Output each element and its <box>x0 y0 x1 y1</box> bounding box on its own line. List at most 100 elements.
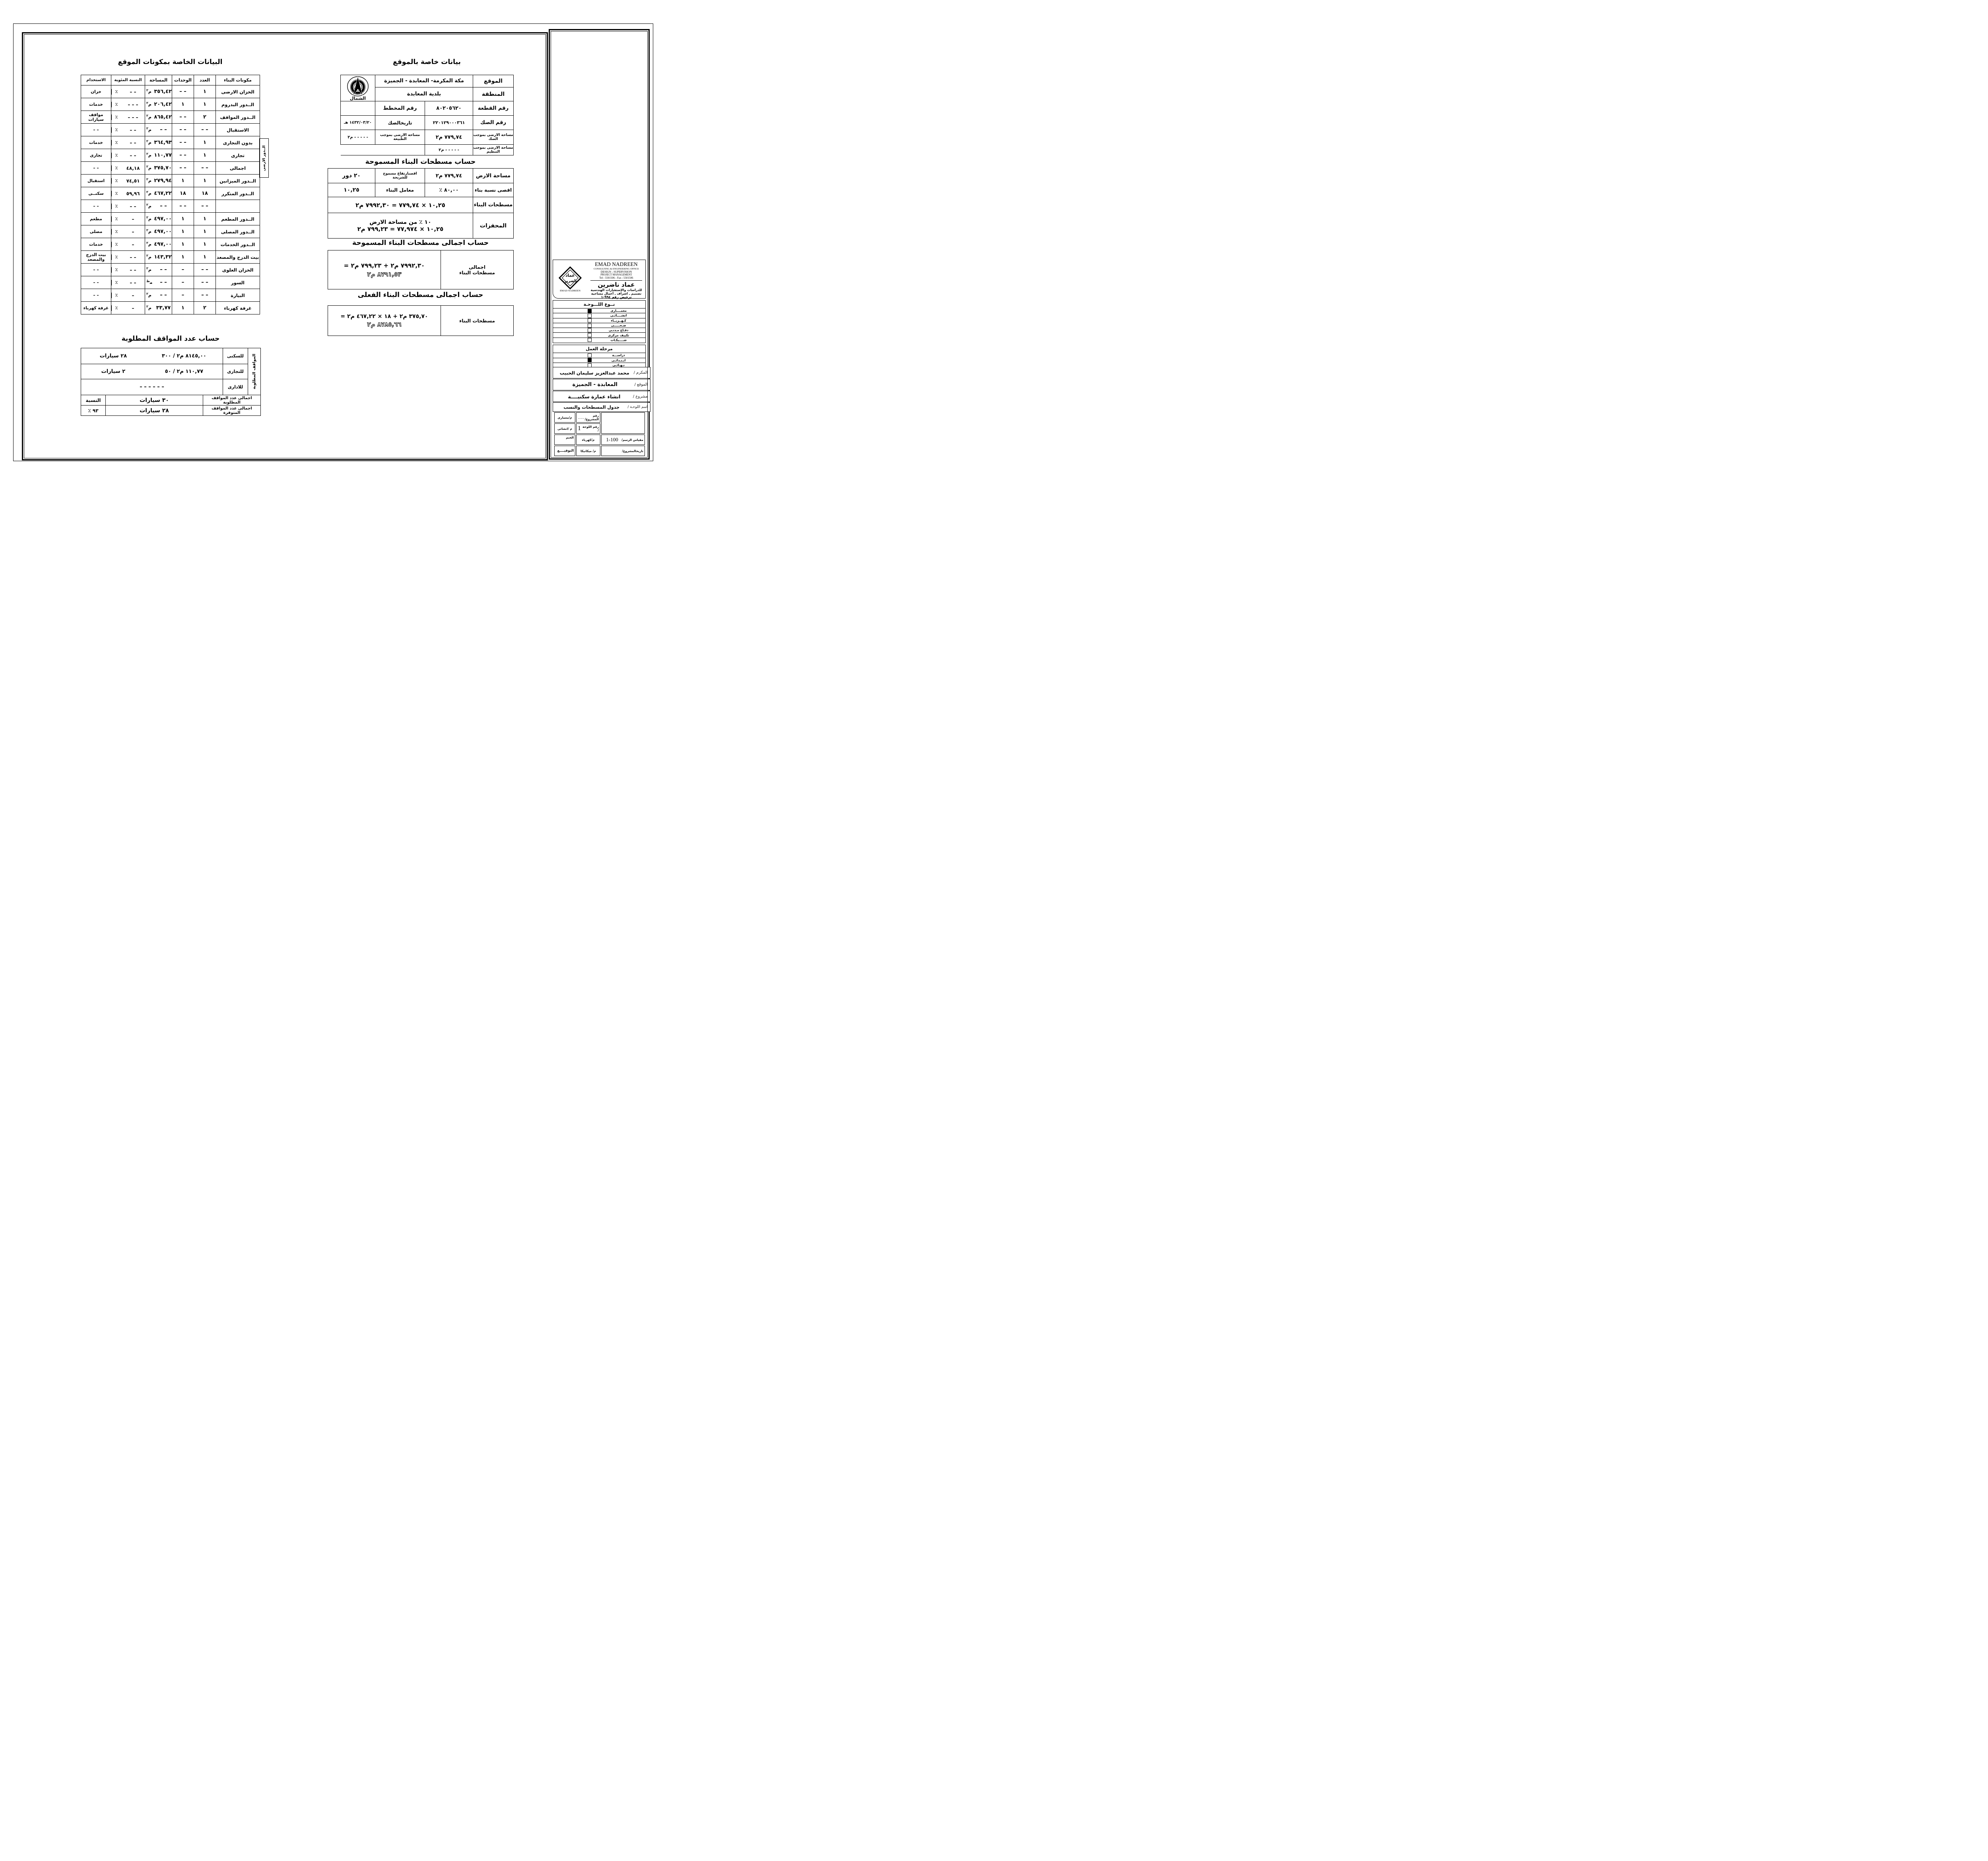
eng-mech-cell: م/ ميكانيكا <box>576 446 600 456</box>
svg-text:عماد: عماد <box>565 273 575 278</box>
sheet-type-option: انشــــائـى <box>553 313 645 318</box>
component-row: الــدور المطعم ١ ١ ٤٩٧,٠٠ م٢ – ٪ مطعم <box>81 212 260 225</box>
component-count: ٢ <box>194 111 216 124</box>
scale-cell: مقياس الرسم/ 1-100 <box>601 435 645 445</box>
incentives-line1: ١٠ ٪ من مساحة الارض <box>369 219 431 225</box>
component-row: البيارة – – – – – م٢ – ٪ – – <box>81 289 260 302</box>
component-name <box>215 200 260 213</box>
component-name: البيارة <box>215 289 260 302</box>
build-areas-equation: ١٠,٢٥ × ٧٧٩,٧٤ = ٧٩٩٢,٣٠ م٢ <box>355 201 445 209</box>
component-name: بدون التجارى <box>215 136 260 149</box>
land-area-plan-value: - - - - - م٢ <box>425 144 474 155</box>
component-count: ١٨ <box>194 187 216 200</box>
checkbox-icon <box>588 309 592 313</box>
parking-required-value: ٣٠ سيارات <box>105 395 203 406</box>
component-row: تجارى ١ – – ١١٠,٧٧ م٢ – – ٪ تجارى <box>81 149 260 162</box>
plot-number-value: ٨٠٢٠٥٦٢٠ <box>425 101 474 116</box>
parking-side-label-cell: المواقف المطلوبة <box>248 348 261 395</box>
checkbox-icon <box>588 353 592 357</box>
client-name: محمد عبدالعزيز سليمان الحبيب <box>559 370 629 376</box>
component-area: ٣٥٦,٤٢ م٢ <box>146 88 172 95</box>
component-units: ١ <box>172 250 194 264</box>
parking-ratio-header: النسبة <box>81 395 106 406</box>
component-percent: – – ٪ <box>111 267 145 273</box>
work-stage-option: دراســـة <box>553 353 645 358</box>
firm-box: عماد ناضرين EMAD NADREEN EMAD NADREEN CO… <box>553 260 646 299</box>
component-name: الخزان العلوى <box>215 263 260 276</box>
land-area-deed-label: مساحة الارضى بموجب الصك <box>473 130 514 145</box>
component-use: مصلى <box>81 225 111 238</box>
total-allowed-eq: ٧٩٩٢,٣٠ م٢ + ٧٩٩,٢٣ م٢ = <box>344 262 425 269</box>
component-percent: – – ٪ <box>111 254 145 260</box>
checkbox-icon <box>588 358 592 363</box>
component-use: سكنــى <box>81 187 111 200</box>
parking-expr: – – – – – – <box>140 384 164 390</box>
actual-total-sum: ٨٧٨٥,٦٦ م٢ <box>367 320 402 328</box>
parking-totals-table: اجمالى عدد المواقف المطلوبة ٣٠ سيارات ال… <box>81 395 261 416</box>
plan-number-label: رقم المخطط <box>375 101 425 116</box>
component-count: – – <box>194 263 216 276</box>
incentives-line2: ١٠,٢٥ × ٧٧,٩٧٤ = ٧٩٩,٢٣ م٢ <box>357 225 444 233</box>
parking-expr: ٨١٤٥,٠٠ م٢ ‏/ ٣٠٠ <box>161 353 206 359</box>
component-name: الــدور المطعم <box>215 212 260 225</box>
component-percent: – – ٪ <box>111 152 145 158</box>
component-percent: – – ٪ <box>111 279 145 285</box>
logo-caption: EMAD NADREEN <box>560 289 580 292</box>
component-row: الــدور الميزانين ١ ١ ٢٧٩,٩٤ م٢ ٧٤,٥١ ٪ ا… <box>81 174 260 187</box>
deed-number-label: رقم الصك <box>473 115 514 130</box>
component-name: الــدور الخدمات <box>215 238 260 251</box>
component-units: – – <box>172 123 194 136</box>
site-location-value: مكة المكرمة- المعابدة - الجميزة <box>375 75 474 87</box>
component-area: ٤٩٧,٠٠ م٢ <box>146 215 172 222</box>
project-row: مشروع / انشاء عمارة سكنيــــة <box>553 391 650 402</box>
component-row: بيت الدرج والمصعد ١ ١ ١٤٣,٣٢ م٢ – – ٪ بيت… <box>81 250 260 264</box>
component-area: ١١٠,٧٧ م٢ <box>146 152 172 158</box>
stamp-cell: الختم <box>554 435 575 445</box>
land-area-deed-value: ٧٧٩,٧٤ م٢ <box>425 130 474 145</box>
checkbox-icon <box>588 338 592 342</box>
component-count: ١ <box>194 174 216 187</box>
component-units: – – <box>172 111 194 124</box>
north-label: الشمال <box>349 96 366 101</box>
component-use: – – <box>81 161 111 175</box>
firm-line: CONSULTING & ENGINEERING OFFICE <box>594 268 639 270</box>
total-allowed-sum: ٨٧٩١,٥٣ م٢ <box>367 270 402 278</box>
component-name: الخزان الارضى <box>215 85 260 98</box>
location-row: الموقع / المعابدة - الجميزة <box>553 379 650 390</box>
component-percent: – – – ٪ <box>111 114 145 120</box>
component-use: – – <box>81 276 111 289</box>
component-count: ١ <box>194 85 216 98</box>
sheet-type-title: نــوع اللـــوحـة <box>583 302 615 307</box>
site-district-label: المنطقة <box>473 87 514 102</box>
site-info-table: الموقع مكة المكرمة- المعابدة - الجميزة ا… <box>340 75 514 155</box>
component-row: الــدور البدروم ١ ١ ٢٠٦,٤٢ م٢ – – – ٪ خدم… <box>81 98 260 111</box>
component-percent: – – ٪ <box>111 89 145 95</box>
actual-total-table: مسطحات البناء ٣٧٥,٧٠ م٢ + ١٨ × ٤٦٧,٢٢ م٢… <box>328 305 514 336</box>
component-percent: ٧٤,٥١ ٪ <box>111 178 145 184</box>
component-row: الخزان الارضى ١ – – ٣٥٦,٤٢ م٢ – – ٪ خزان <box>81 85 260 98</box>
component-use: خدمات <box>81 98 111 111</box>
sheet-type-option: دفـاع مـدنـى <box>553 328 645 332</box>
plan-number-value <box>340 101 375 116</box>
component-count: – – <box>194 276 216 289</box>
component-area: – – م٢ <box>146 292 167 298</box>
actual-total-eq: ٣٧٥,٧٠ م٢ + ١٨ × ٤٦٧,٢٢ م٢ = <box>340 313 428 320</box>
title-block: عماد ناضرين EMAD NADREEN EMAD NADREEN CO… <box>549 29 650 460</box>
component-row: بدون التجارى ١ – – ٣٦٤,٩٣ م٢ – – ٪ خدمات <box>81 136 260 149</box>
component-name: اجمالى <box>215 161 260 175</box>
parking-table: المواقف المطلوبة للسكنى ٨١٤٥,٠٠ م٢ ‏/ ٣٠… <box>81 348 261 395</box>
project-no-cell: رقم المشروع/ ....... <box>576 412 600 423</box>
max-height-value: ٢٠ دور <box>328 168 375 183</box>
incentives-label: المحفزات <box>473 213 514 239</box>
component-use: خزان <box>81 85 111 98</box>
component-use: مطعم <box>81 212 111 225</box>
component-area: ٨٦٥,٤٢ م٢ <box>146 114 172 120</box>
component-name: الاستقبال <box>215 123 260 136</box>
actual-total-label: مسطحات البناء <box>441 305 514 336</box>
sheet-type-option: كـهــربــاء <box>553 318 645 323</box>
component-units: – – <box>172 85 194 98</box>
component-row: الــدور المصلى ١ ١ ٤٩٧,٠٠ م٢ – ٪ مصلى <box>81 225 260 238</box>
component-use: – – <box>81 200 111 213</box>
component-units: – – <box>172 149 194 162</box>
component-percent: – ٪ <box>111 305 145 311</box>
